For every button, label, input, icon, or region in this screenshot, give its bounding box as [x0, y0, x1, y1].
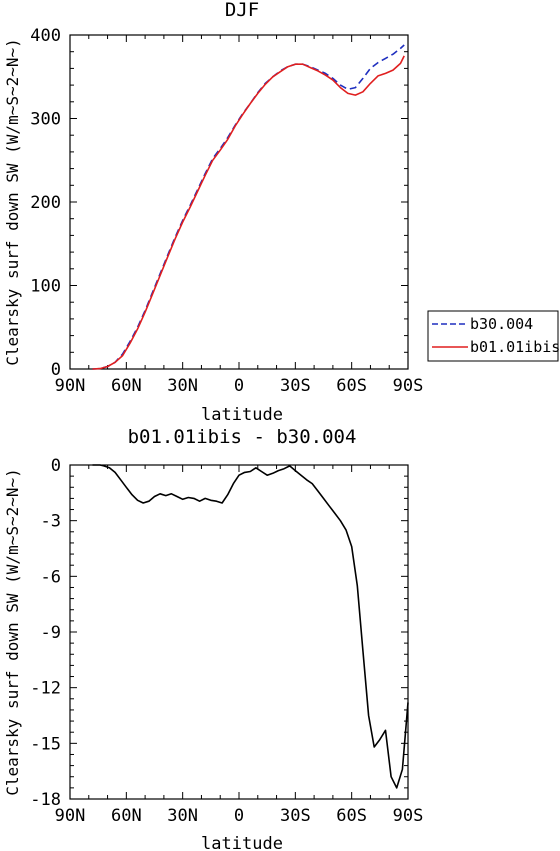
panel-1-y-tick-label: -6 [41, 567, 61, 587]
panel-1-x-tick-label: 30N [167, 806, 198, 826]
panel-0-y-tick-label: 0 [51, 360, 61, 380]
legend-box [427, 310, 559, 362]
panel-1-frame [69, 464, 409, 800]
panel-1-x-tick-label: 60N [111, 806, 142, 826]
panel-0-series-1-line [92, 55, 405, 370]
panel-1-y-tick-label: 0 [51, 456, 61, 476]
panel-1-x-tick-label: 90S [393, 806, 424, 826]
panel-0-x-tick-label: 0 [234, 376, 244, 396]
panel-0-x-tick-label: 90S [393, 376, 424, 396]
bottom-panel: b01.01ibis - b30.004 90N 60N 30N 0 30S 60S 90S… [3, 426, 423, 851]
panel-1-series-0-line [92, 464, 409, 789]
panel-1-y-tick-label: -15 [30, 734, 61, 754]
panel-1-y-tick-label: -18 [30, 790, 61, 810]
top-chart-title: DJF [225, 0, 259, 21]
panel-0-frame [69, 34, 409, 370]
bottom-y-axis-label: Clearsky surf down SW (W/m~S~2~N~) [3, 468, 22, 796]
panel-1-x-tick-label: 0 [234, 806, 244, 826]
top-panel: DJF 90N 60N 30N 0 30S 60S 90S 0 100 200 300 400 lat… [3, 0, 423, 425]
panel-0-y-tick-label: 100 [30, 277, 61, 297]
top-x-axis-label: latitude [201, 405, 283, 425]
panel-0-y-tick-label: 300 [30, 110, 61, 130]
panel-1-y-tick-label: -9 [41, 623, 61, 643]
panel-0-x-tick-label: 30N [167, 376, 198, 396]
legend-label-b30: b30.004 [470, 315, 533, 333]
bottom-chart-title: b01.01ibis - b30.004 [128, 426, 357, 448]
panel-0-y-tick-label: 400 [30, 26, 61, 46]
panel-1-x-tick-label: 90N [55, 806, 86, 826]
panel-1-y-tick-label: -12 [30, 679, 61, 699]
top-y-axis-label: Clearsky surf down SW (W/m~S~2~N~) [3, 38, 22, 366]
legend-label-b01: b01.01ibis [470, 338, 560, 356]
panel-0-x-tick-label: 30S [280, 376, 311, 396]
panel-0-x-tick-label: 90N [55, 376, 86, 396]
bottom-x-axis-label: latitude [201, 834, 283, 851]
panel-0-series-0-line [92, 44, 405, 370]
panel-1-x-tick-label: 60S [336, 806, 367, 826]
panel-0-y-tick-label: 200 [30, 193, 61, 213]
legend: b30.004 b01.01ibis [427, 310, 560, 362]
panel-1-y-tick-label: -3 [41, 512, 61, 532]
panel-1-x-tick-label: 30S [280, 806, 311, 826]
panel-0-x-tick-label: 60N [111, 376, 142, 396]
panel-0-x-tick-label: 60S [336, 376, 367, 396]
